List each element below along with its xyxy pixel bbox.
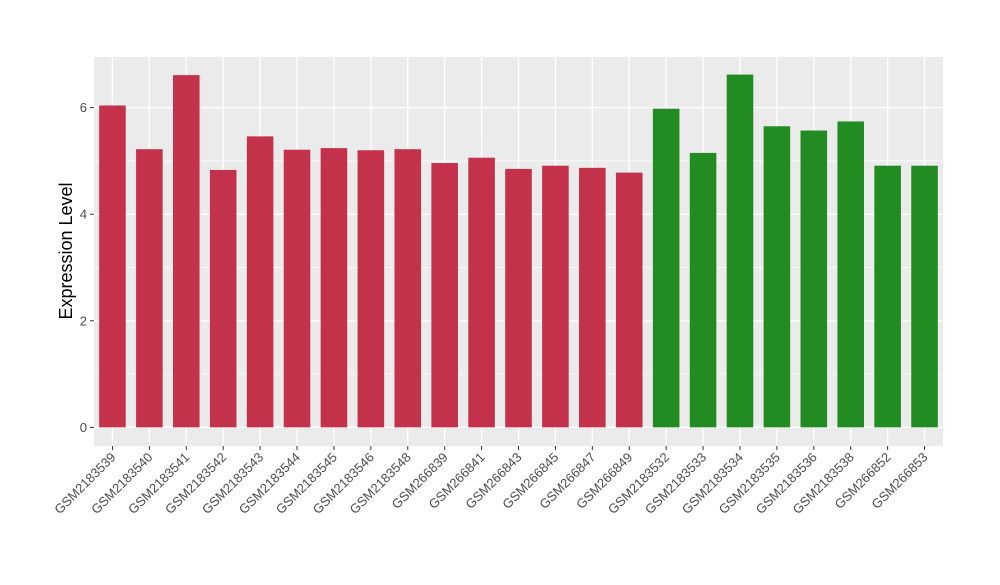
- bar-gsm266843: [505, 168, 532, 428]
- bar-gsm2183548: [394, 149, 422, 428]
- bar-gsm266847: [579, 167, 606, 428]
- bar-gsm2183540: [136, 149, 163, 428]
- bar-gsm266839: [431, 163, 458, 428]
- bar-gsm2183536: [800, 130, 828, 428]
- bar-gsm2183544: [283, 149, 311, 428]
- bar-gsm2183546: [357, 150, 385, 428]
- bar-gsm266849: [615, 172, 643, 428]
- y-tick-label: 0: [80, 420, 87, 435]
- bar-gsm2183545: [320, 148, 348, 428]
- bar-gsm266841: [468, 157, 495, 428]
- y-tick-label: 6: [80, 100, 87, 115]
- bar-gsm2183533: [689, 152, 717, 428]
- bar-gsm2183541: [172, 75, 200, 428]
- bar-gsm2183539: [99, 105, 126, 428]
- y-axis-title: Expression Level: [56, 182, 76, 319]
- y-tick-label: 4: [80, 207, 87, 222]
- bars-group: [99, 74, 938, 428]
- bar-gsm2183532: [652, 108, 680, 428]
- x-axis: GSM2183539GSM2183540GSM2183541GSM2183542…: [51, 446, 931, 517]
- bar-gsm266853: [911, 165, 938, 428]
- bar-gsm2183538: [837, 121, 865, 428]
- bar-gsm266845: [542, 165, 569, 428]
- y-tick-label: 2: [80, 313, 87, 328]
- bar-gsm2183543: [246, 136, 274, 428]
- bar-gsm2183535: [763, 126, 791, 428]
- bar-gsm2183534: [726, 74, 754, 428]
- bar-gsm266852: [874, 165, 901, 428]
- y-axis: 0 2 4 6: [80, 100, 94, 435]
- bar-gsm2183542: [209, 169, 237, 428]
